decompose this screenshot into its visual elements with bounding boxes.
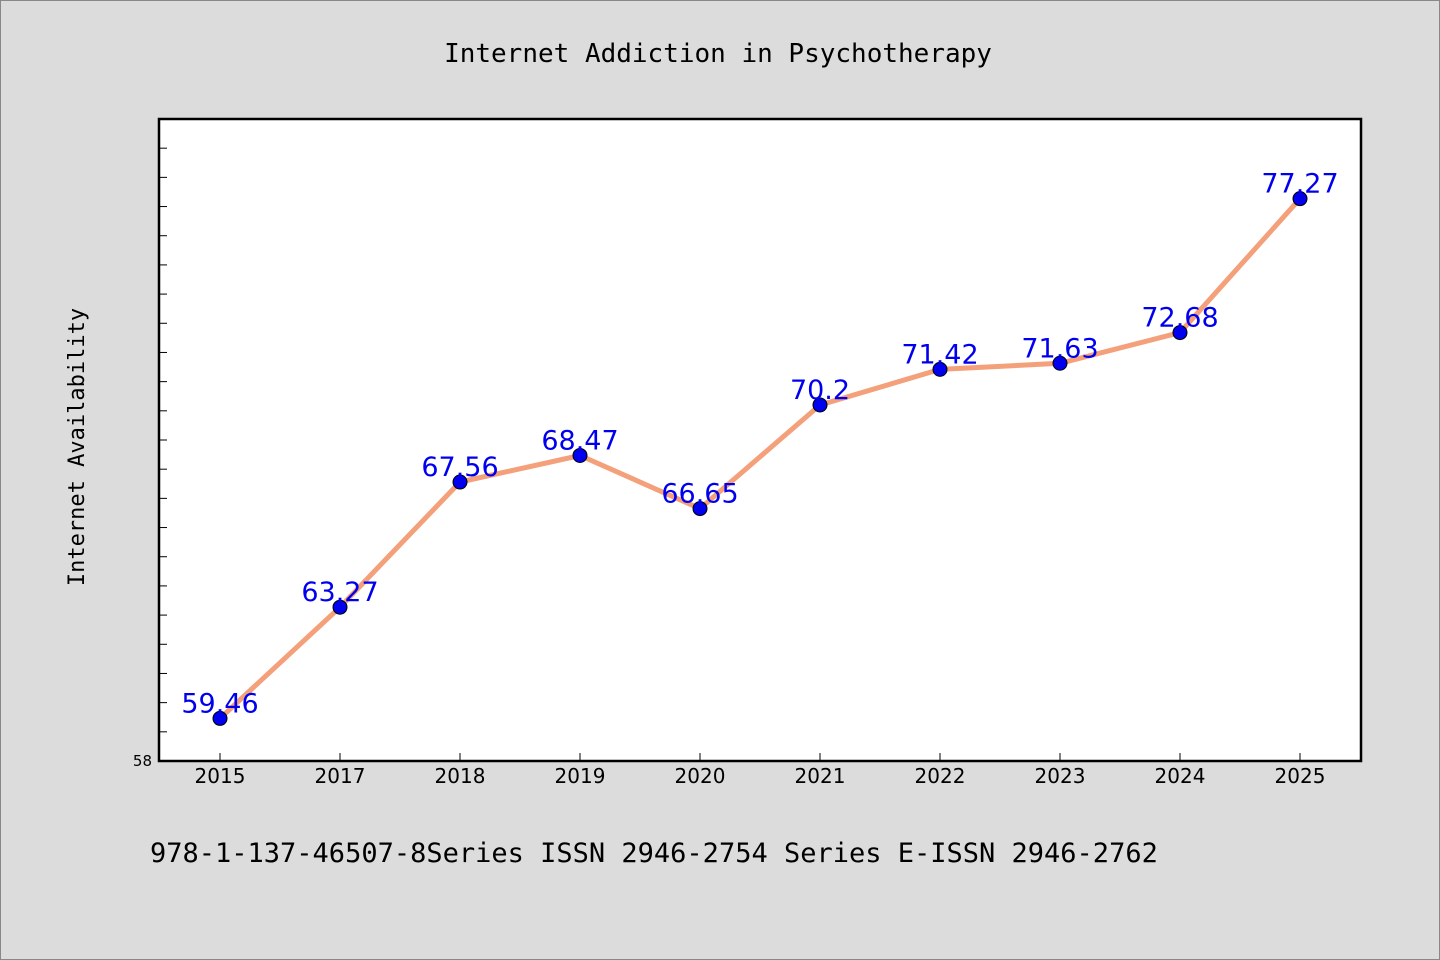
y-axis-ticks (159, 118, 167, 762)
data-point-marker (572, 447, 588, 463)
data-point-marker (932, 361, 948, 377)
x-tick-label: 2021 (795, 764, 846, 788)
data-label: 72.68 (1141, 303, 1218, 334)
x-tick-label: 2024 (1155, 764, 1206, 788)
x-axis-ticks (219, 753, 1301, 761)
data-label: 71.63 (1021, 333, 1098, 364)
data-label: 77.27 (1261, 169, 1338, 200)
data-point-marker (212, 710, 228, 726)
chart-title: Internet Addiction in Psychotherapy (444, 39, 992, 69)
data-point-marker (1052, 355, 1068, 371)
x-tick-label: 2015 (195, 764, 246, 788)
x-tick-label: 2020 (675, 764, 726, 788)
data-label: 66.65 (661, 479, 738, 510)
data-point-marker (1172, 325, 1188, 341)
data-point-marker (692, 501, 708, 517)
x-tick-label: 2025 (1275, 764, 1326, 788)
data-point-marker (1292, 191, 1308, 207)
x-tick-label: 2023 (1035, 764, 1086, 788)
series-line (217, 196, 1303, 721)
plot-area (157, 117, 1363, 763)
data-label: 59.46 (181, 688, 258, 719)
x-tick-label: 2019 (555, 764, 606, 788)
data-label: 63.27 (301, 577, 378, 608)
data-label: 71.42 (901, 339, 978, 370)
x-axis-tick-labels: 2015 2017 2018 2019 2020 2021 2022 2023 2024 2025 (195, 764, 1326, 788)
y-tick-label: 58 (133, 752, 152, 770)
x-tick-label: 2022 (915, 764, 966, 788)
data-point-marker (452, 474, 468, 490)
data-labels: 59.46 63.27 67.56 68.47 66.65 70.2 71.42 71.63 7… (181, 169, 1338, 720)
series-markers (212, 191, 1308, 726)
data-point-marker (812, 397, 828, 413)
data-label: 68.47 (541, 425, 618, 456)
footer-isbn-text: 978-1-137-46507-8Series ISSN 2946-2754 S… (150, 838, 1158, 869)
x-tick-label: 2018 (435, 764, 486, 788)
x-tick-label: 2017 (315, 764, 366, 788)
data-label: 67.56 (421, 452, 498, 483)
data-point-marker (332, 599, 348, 615)
y-axis-label: Internet Availability (65, 308, 90, 586)
data-label: 70.2 (790, 375, 850, 406)
